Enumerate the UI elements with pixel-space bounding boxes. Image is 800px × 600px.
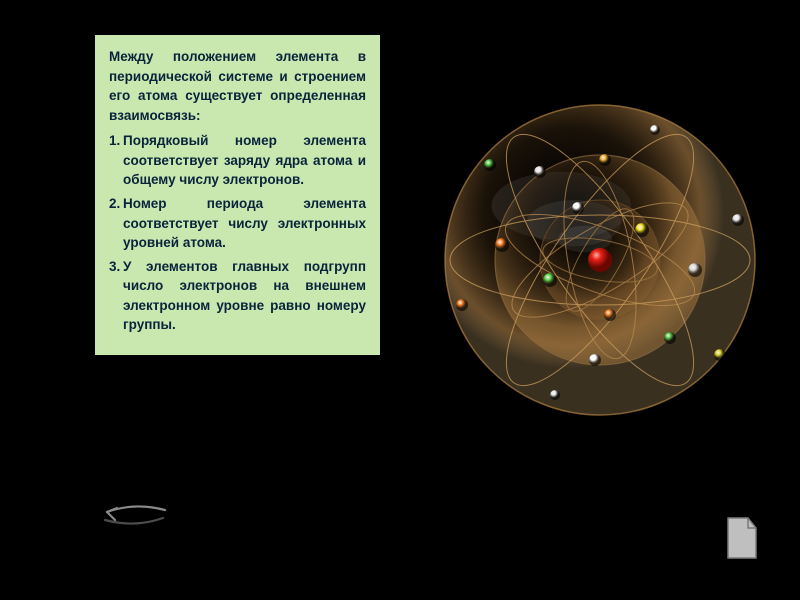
panel-item-1-text: Порядковый номер элемента соответствует … [123, 133, 366, 187]
info-panel: Между положением элемента в периодическо… [95, 35, 380, 355]
back-arrow-button[interactable] [95, 500, 175, 530]
panel-item-2-text: Номер периода элемента соответствует чис… [123, 196, 366, 250]
panel-list: 1.Порядковый номер элемента соответствуе… [109, 131, 366, 335]
atom-diagram [440, 100, 760, 420]
document-icon-button[interactable] [724, 516, 760, 560]
panel-item-3-text: У элементов главных подгрупп число элект… [123, 259, 366, 333]
panel-intro: Между положением элемента в периодическо… [109, 47, 366, 125]
panel-item-2: 2.Номер периода элемента соответствует ч… [123, 194, 366, 253]
panel-item-3: 3.У элементов главных подгрупп число эле… [123, 257, 366, 335]
panel-item-1: 1.Порядковый номер элемента соответствуе… [123, 131, 366, 190]
